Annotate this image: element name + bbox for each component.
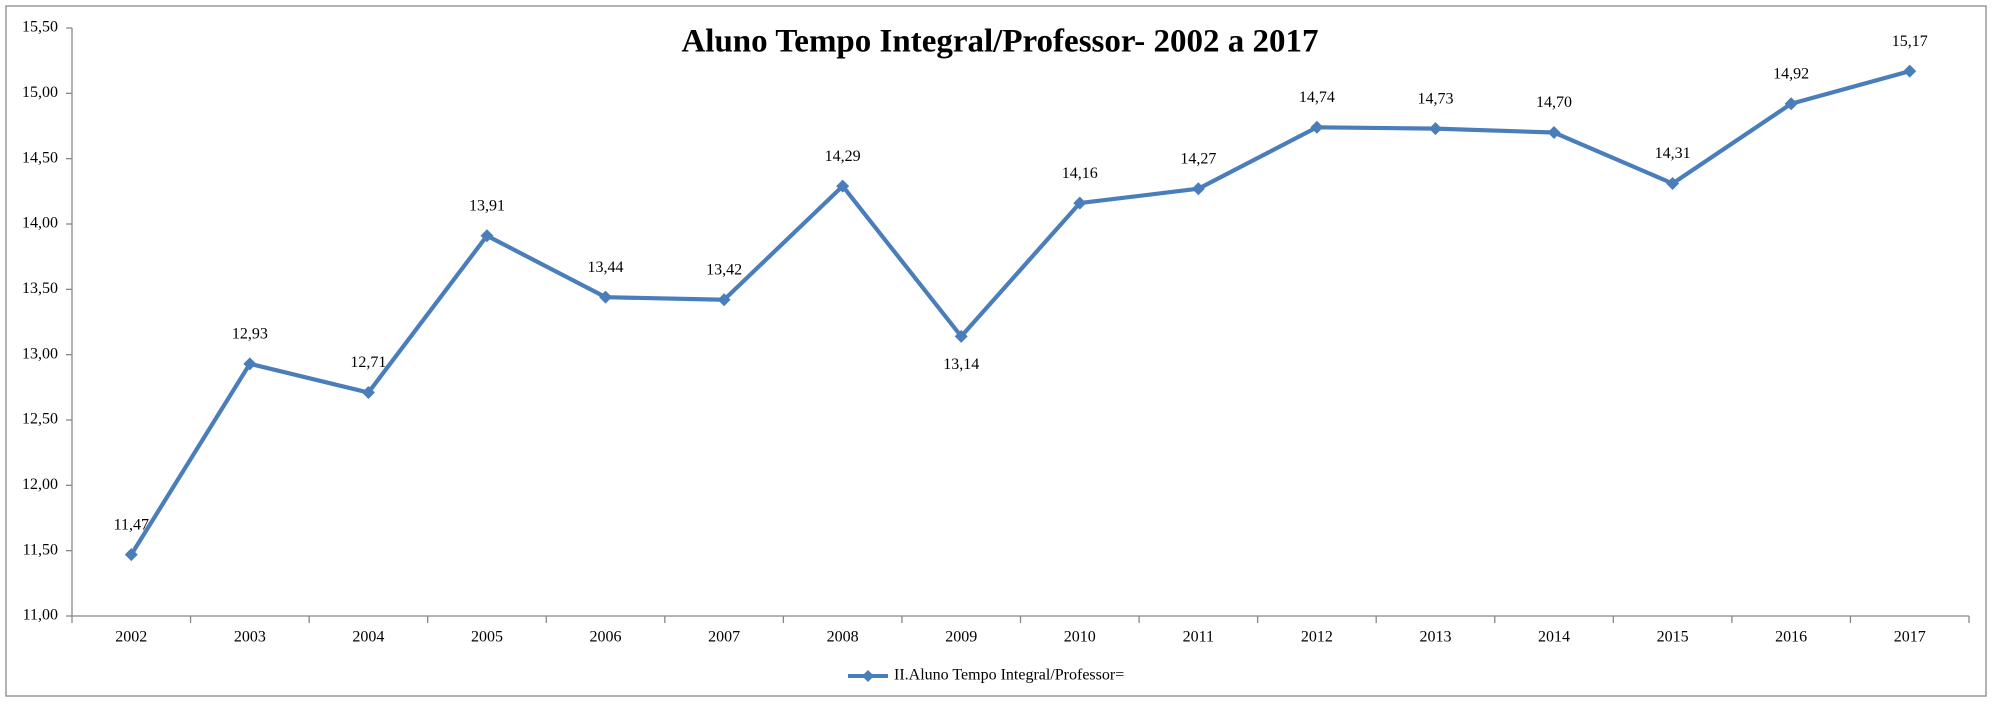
data-label: 11,47 [114, 516, 149, 533]
chart-title: Aluno Tempo Integral/Professor- 2002 a 2… [681, 24, 1318, 60]
chart-border [5, 5, 1987, 697]
x-tick-label: 2014 [1538, 629, 1570, 646]
point [243, 357, 257, 371]
point [1547, 126, 1561, 140]
x-tick-label: 2017 [1894, 629, 1926, 646]
y-tick-label: 11,00 [23, 607, 58, 624]
legend-marker [862, 670, 874, 682]
x-tick-label: 2008 [827, 629, 859, 646]
x-tick-label: 2011 [1183, 629, 1214, 646]
point [1073, 196, 1087, 210]
data-label: 14,73 [1417, 90, 1453, 107]
data-label: 14,27 [1180, 150, 1216, 167]
data-label: 14,70 [1536, 94, 1572, 111]
point [836, 179, 850, 193]
x-tick-label: 2015 [1657, 629, 1689, 646]
data-label: 13,44 [588, 259, 624, 276]
point [361, 386, 375, 400]
y-tick-label: 12,00 [22, 476, 58, 493]
data-label: 13,14 [943, 356, 979, 373]
legend-label: II.Aluno Tempo Integral/Professor= [894, 667, 1124, 684]
data-label: 14,31 [1655, 145, 1691, 162]
data-label: 12,71 [350, 354, 386, 371]
y-tick-label: 15,00 [22, 84, 58, 101]
point [1666, 176, 1680, 190]
line [129, 69, 1911, 556]
point [1428, 122, 1442, 136]
data-label: 14,16 [1062, 165, 1098, 182]
point [1191, 182, 1205, 196]
data-label: 14,74 [1299, 89, 1335, 106]
x-tick-label: 2006 [590, 629, 622, 646]
point [1903, 64, 1917, 78]
y-tick-label: 15,50 [22, 19, 58, 36]
x-tick-label: 2002 [115, 629, 147, 646]
y-tick-label: 12,50 [22, 411, 58, 428]
point [1784, 97, 1798, 111]
data-label: 13,91 [469, 197, 505, 214]
x-tick-label: 2013 [1419, 629, 1451, 646]
point [717, 293, 731, 307]
x-tick-label: 2003 [234, 629, 266, 646]
x-tick-label: 2012 [1301, 629, 1333, 646]
x-tick-label: 2016 [1775, 629, 1807, 646]
point [954, 329, 968, 343]
y-tick-label: 11,50 [23, 541, 58, 558]
x-tick-label: 2007 [708, 629, 740, 646]
x-tick-label: 2004 [352, 629, 384, 646]
y-tick-label: 13,50 [22, 280, 58, 297]
point [1310, 120, 1324, 134]
data-label: 13,42 [706, 261, 742, 278]
x-tick-label: 2009 [945, 629, 977, 646]
y-tick-label: 14,50 [22, 149, 58, 166]
point [599, 290, 613, 304]
x-tick-label: 2005 [471, 629, 503, 646]
x-tick-label: 2010 [1064, 629, 1096, 646]
y-tick-label: 13,00 [22, 345, 58, 362]
data-label: 14,92 [1773, 65, 1809, 82]
point [124, 548, 138, 562]
data-label: 15,17 [1892, 33, 1928, 50]
data-label: 14,29 [825, 148, 861, 165]
y-tick-label: 14,00 [22, 215, 58, 232]
data-label: 12,93 [232, 325, 268, 342]
point [480, 229, 494, 243]
